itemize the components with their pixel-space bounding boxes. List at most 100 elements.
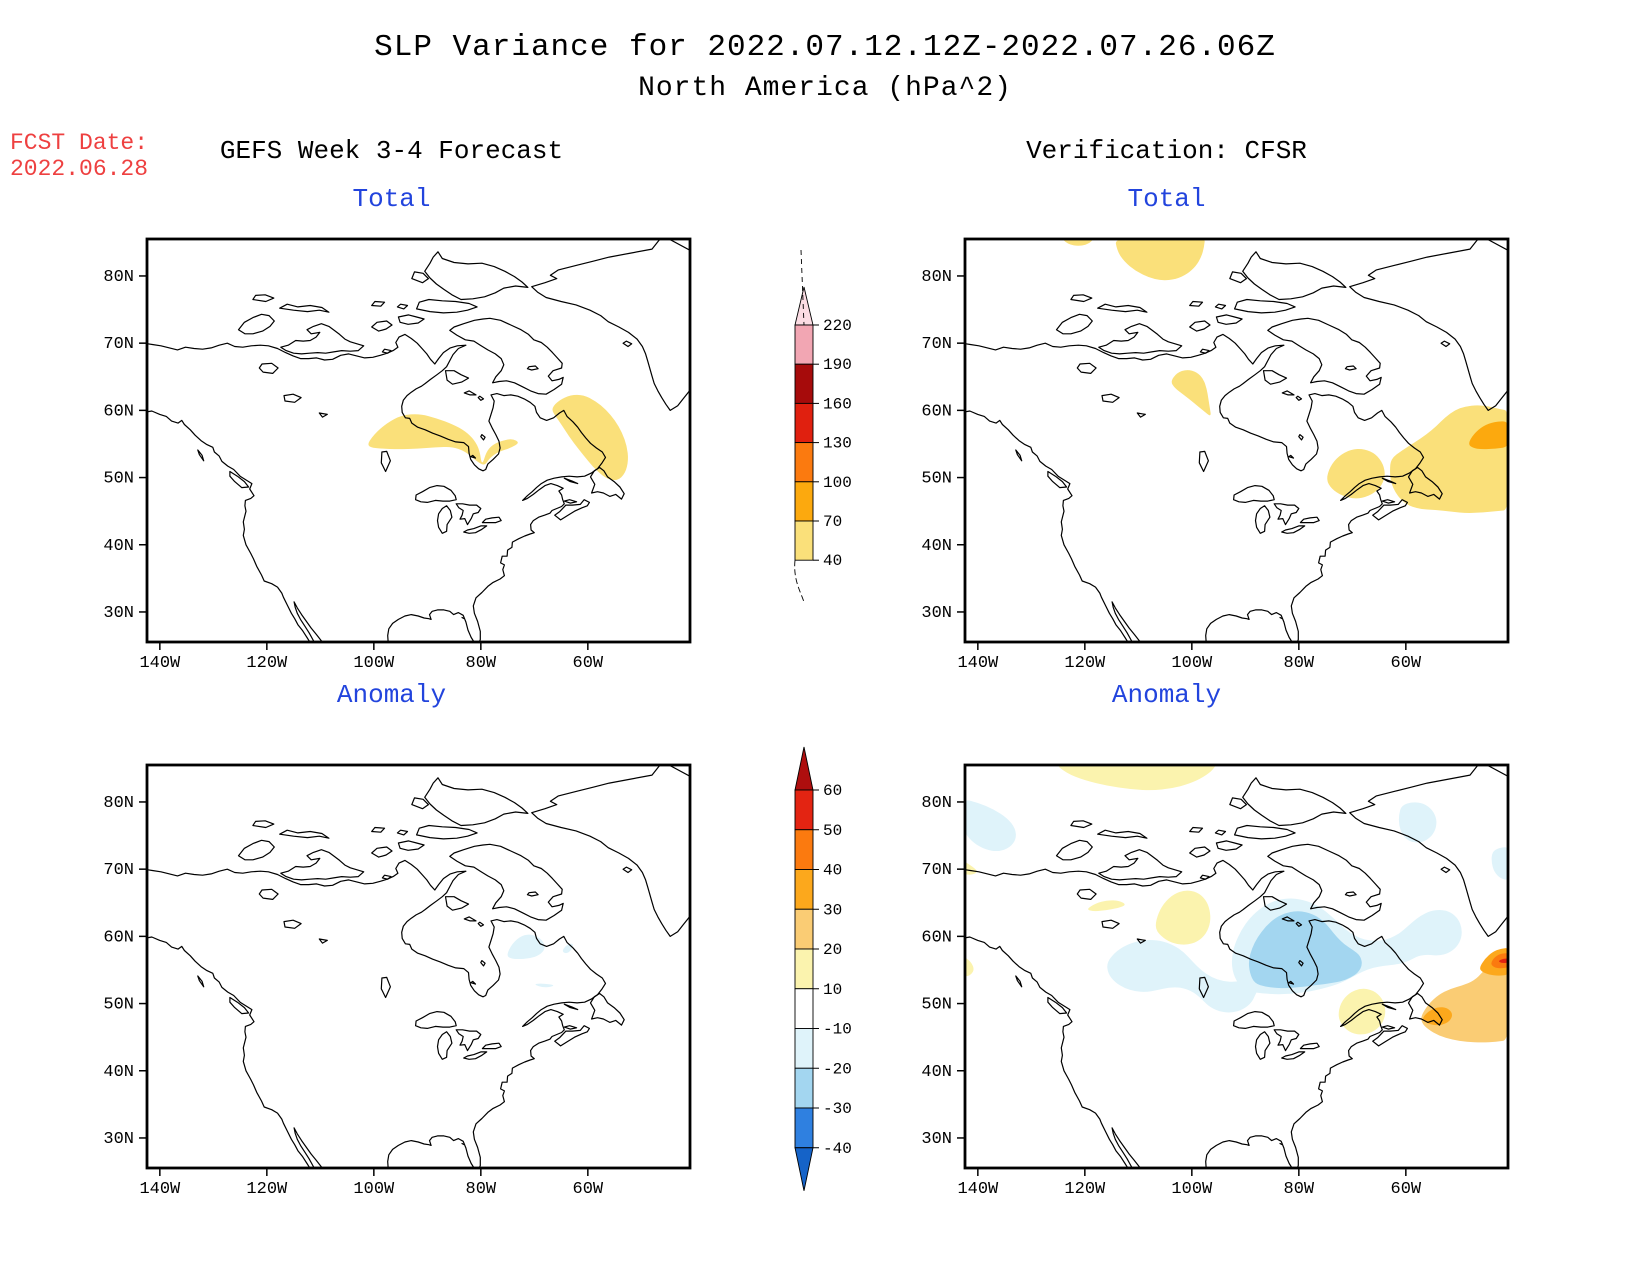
lat-tick-label: 80N (103, 268, 134, 287)
lat-tick-label: 30N (103, 604, 134, 623)
axis-ticks-labels: 80N 70N 60N 50N 40N 30N 140W 120W 100W 80W 60W (921, 794, 1422, 1193)
lat-tick-label: 80N (921, 268, 952, 287)
colorbar-segment (794, 948, 814, 990)
lon-tick-label: 100W (1171, 1180, 1213, 1193)
colorbar-total: 220 190 160 130 100 70 40 (794, 249, 852, 603)
region-cfsr-total-nfld (1390, 405, 1508, 513)
lon-tick-label: 120W (1064, 1180, 1106, 1193)
colorbar-tick-label: -20 (823, 1060, 852, 1078)
lat-tick-label: 80N (103, 794, 134, 813)
lon-tick-label: 140W (139, 1180, 181, 1193)
colorbar-body: 60 50 40 30 20 10 -10 -20 -30 -40 (794, 746, 852, 1191)
colorbar-segment (794, 442, 814, 483)
lat-tick-label: 30N (921, 1130, 952, 1149)
region-cfsr-anom-davis (1398, 802, 1437, 843)
map-frame (963, 237, 1510, 644)
region-fc-total-labsea (552, 394, 628, 481)
colorbar-flourish-top (800, 249, 805, 326)
lon-tick-label: 140W (957, 654, 999, 667)
panel-title-cfsr-anomaly: Anomaly (1111, 680, 1222, 710)
colorbar-tick-label: 130 (823, 435, 852, 453)
region-fc-total-hudson (368, 414, 518, 465)
lon-tick-label: 60W (1391, 654, 1422, 667)
left-column-header: GEFS Week 3-4 Forecast (219, 136, 564, 166)
lat-tick-label: 50N (921, 996, 952, 1015)
region-cfsr-anom-nfld-orange (1423, 1007, 1453, 1026)
coastlines (147, 239, 690, 642)
map-forecast-anomaly: 80N 70N 60N 50N 40N 30N 140W 120W 100W 80W 60W (103, 763, 692, 1193)
lon-tick-label: 120W (246, 654, 288, 667)
region-cfsr-total-nfld-orange (1469, 421, 1508, 450)
panel-title-forecast-total: Total (352, 184, 431, 214)
colorbar-tick-label: 40 (823, 862, 842, 880)
figure-subtitle: North America (hPa^2) (638, 73, 1012, 104)
right-column-header: Verification: CFSR (1026, 136, 1307, 166)
axis-ticks-labels: 80N 70N 60N 50N 40N 30N 140W 120W 100W 80W 60W (103, 268, 604, 667)
lon-tick-label: 120W (1064, 654, 1106, 667)
colorbar-tick-label: 20 (823, 941, 842, 959)
colorbar-tick-label: 220 (823, 317, 852, 335)
colorbar-segment (794, 789, 814, 831)
lat-tick-label: 50N (103, 470, 134, 489)
figure-title: SLP Variance for 2022.07.12.12Z-2022.07.… (374, 30, 1276, 65)
region-fc-anom-sliver (535, 983, 554, 988)
lon-tick-label: 80W (1284, 1180, 1315, 1193)
lon-tick-label: 140W (957, 1180, 999, 1193)
colorbar-tick-label: 50 (823, 822, 842, 840)
region-cfsr-total-quebec (1327, 448, 1385, 499)
lon-tick-label: 120W (246, 1180, 288, 1193)
region-cfsr-anom-hudson-blue (1248, 911, 1362, 989)
coastlines (965, 239, 1508, 642)
region-cfsr-anom-top-band (1058, 765, 1216, 791)
map-forecast-total: 80N 70N 60N 50N 40N 30N 140W 120W 100W 80W 60W (103, 237, 692, 667)
lon-tick-label: 60W (573, 1180, 604, 1193)
colorbar-cap-top (794, 286, 814, 326)
lon-tick-label: 80W (466, 1180, 497, 1193)
colorbar-segment (794, 481, 814, 522)
colorbar-tick-label: 100 (823, 474, 852, 492)
map-frame (145, 763, 692, 1170)
region-cfsr-anom-nw (965, 800, 1016, 852)
lon-tick-label: 100W (353, 654, 395, 667)
colorbar-segment (794, 1067, 814, 1109)
shaded-regions (965, 765, 1508, 1043)
lat-tick-label: 40N (921, 537, 952, 556)
lon-tick-label: 60W (1391, 1180, 1422, 1193)
lon-tick-label: 80W (1284, 654, 1315, 667)
region-cfsr-total-keewatin (1171, 370, 1211, 416)
colorbar-tick-label: 10 (823, 981, 842, 999)
lat-tick-label: 70N (921, 861, 952, 880)
lon-tick-label: 140W (139, 654, 181, 667)
colorbar-tick-label: 60 (823, 782, 842, 800)
lat-tick-label: 40N (921, 1063, 952, 1082)
forecast-date-value: 2022.06.28 (10, 156, 149, 182)
colorbar-anomaly: 60 50 40 30 20 10 -10 -20 -30 -40 (794, 746, 852, 1191)
colorbar-segment (794, 402, 814, 444)
lat-tick-label: 70N (103, 861, 134, 880)
panel-title-forecast-anomaly: Anomaly (336, 680, 447, 710)
region-cfsr-anom-right70 (1491, 847, 1508, 880)
colorbar-segment (794, 829, 814, 870)
region-cfsr-anom-bear (1088, 900, 1125, 912)
lat-tick-label: 40N (103, 1063, 134, 1082)
colorbar-tick-label: -40 (823, 1140, 852, 1158)
colorbar-segment (794, 988, 814, 1029)
region-cfsr-total-top-west (1062, 239, 1093, 246)
coastlines (965, 765, 1508, 1168)
colorbar-cap-bottom (794, 1147, 814, 1191)
region-cfsr-anom-keewatin (1155, 890, 1211, 945)
region-cfsr-anom-left55 (965, 957, 974, 977)
lon-tick-label: 100W (353, 1180, 395, 1193)
shaded-regions (507, 934, 573, 988)
colorbar-segment (794, 324, 814, 365)
colorbar-segment (794, 1028, 814, 1069)
lon-tick-label: 60W (573, 654, 604, 667)
colorbar-tick-label: -30 (823, 1100, 852, 1118)
colorbar-tick-label: 30 (823, 901, 842, 919)
colorbar-segment (794, 1107, 814, 1149)
lat-tick-label: 40N (103, 537, 134, 556)
colorbar-tick-label: -10 (823, 1021, 852, 1039)
axis-ticks-labels: 80N 70N 60N 50N 40N 30N 140W 120W 100W 80W 60W (103, 794, 604, 1193)
lat-tick-label: 60N (921, 402, 952, 421)
